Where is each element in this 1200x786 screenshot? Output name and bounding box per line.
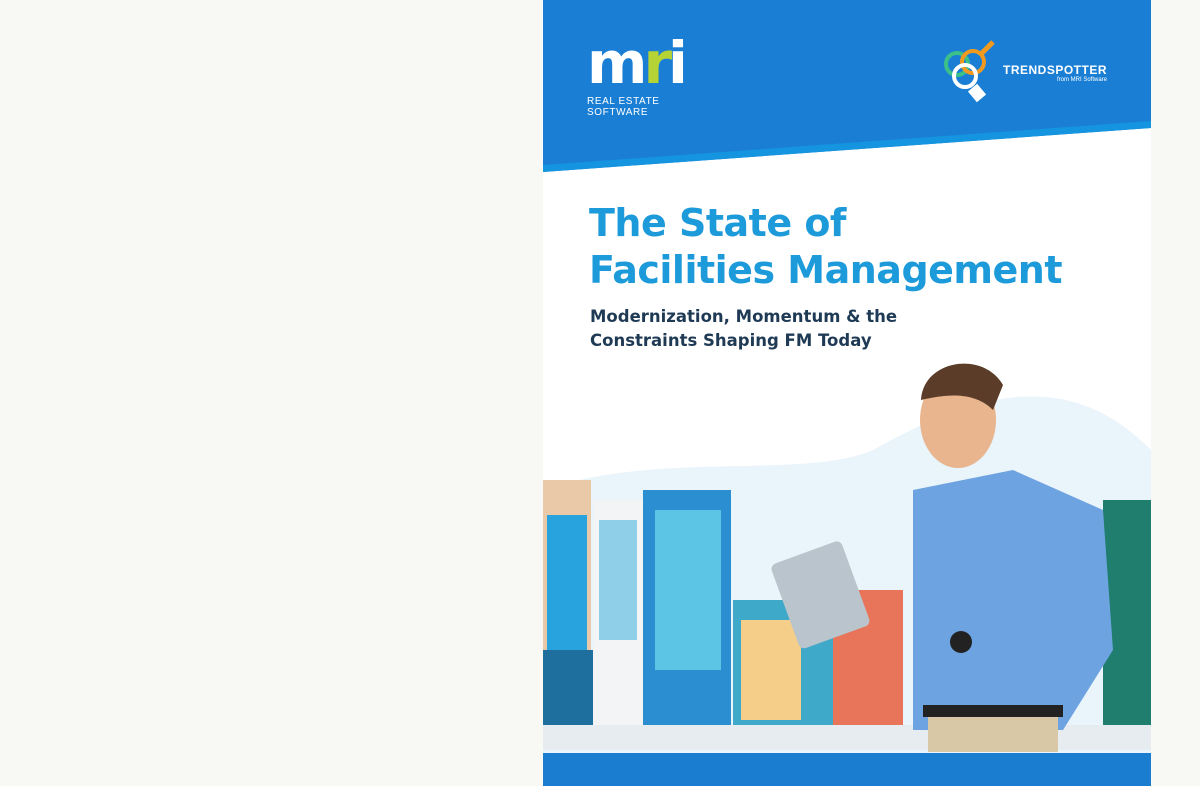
- header-band: [543, 0, 1151, 172]
- cityscape-with-man-illustration: [543, 363, 1151, 760]
- report-cover: mri REAL ESTATE SOFTWARE TRENDSPOTTER fr…: [543, 0, 1151, 786]
- lightbulb-magnifier-icon: [944, 40, 995, 103]
- report-title: The State of Facilities Management: [589, 201, 1063, 292]
- mri-logo: mri REAL ESTATE SOFTWARE: [587, 34, 722, 118]
- report-subtitle: Modernization, Momentum & the Constraint…: [590, 307, 898, 350]
- footer-band: [543, 753, 1151, 786]
- mri-tagline: REAL ESTATE SOFTWARE: [587, 96, 660, 118]
- trendspotter-logo: TRENDSPOTTER from MRI Software: [943, 40, 1107, 106]
